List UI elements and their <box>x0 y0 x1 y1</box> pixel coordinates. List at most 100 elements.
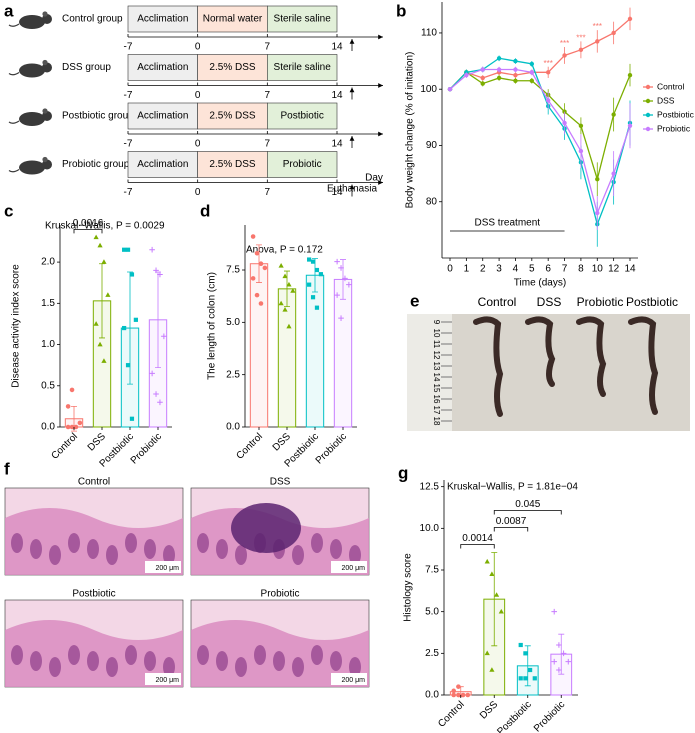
y-tick-label: 0.0 <box>425 690 439 701</box>
column-label: Control <box>478 295 517 309</box>
data-point <box>342 275 348 282</box>
y-axis-label: Histology score <box>403 553 414 622</box>
data-point <box>125 363 131 368</box>
data-point <box>484 558 490 564</box>
data-point <box>489 667 495 672</box>
data-point <box>254 250 260 256</box>
phase-box <box>197 5 268 33</box>
lymphoid <box>231 503 301 553</box>
chart-title: Anova, P = 0.172 <box>246 245 323 256</box>
panel-letter: b <box>396 1 406 20</box>
data-point <box>529 70 535 75</box>
phase-label: Sterile saline <box>274 62 332 73</box>
data-point <box>529 61 535 67</box>
scale-bg <box>145 561 181 573</box>
data-point <box>314 305 320 310</box>
ruler-number: 18 <box>432 417 441 426</box>
data-point <box>523 676 528 681</box>
day-label: 14 <box>331 42 343 53</box>
crypt <box>30 539 42 559</box>
data-point <box>65 424 71 430</box>
mouse-body <box>19 112 45 126</box>
phase-box <box>267 5 338 33</box>
x-tick-label: 12 <box>608 264 620 275</box>
data-point <box>122 247 127 252</box>
phase-label: Acclimation <box>137 14 188 25</box>
data-point <box>129 416 135 421</box>
panel-letter: f <box>4 459 10 478</box>
phase-label: Probiotic <box>283 159 322 170</box>
data-point <box>460 692 466 698</box>
crypt <box>349 657 361 677</box>
x-axis-label: Time (days) <box>514 278 566 289</box>
data-point <box>262 265 268 271</box>
data-point <box>101 259 107 264</box>
colon-specimen <box>473 316 504 417</box>
data-point <box>282 273 288 279</box>
y-tick-label: 110 <box>421 28 437 39</box>
data-point <box>69 387 75 393</box>
crypt <box>349 545 361 565</box>
data-point <box>307 257 312 262</box>
crypt <box>311 645 323 665</box>
phase-box <box>197 151 268 178</box>
comparison-bracket <box>493 510 562 515</box>
significance: *** <box>593 22 602 31</box>
scale-bg <box>145 673 181 685</box>
bar <box>333 278 353 428</box>
day-label: 7 <box>265 90 271 101</box>
day-label: 7 <box>265 42 271 53</box>
x-tick-label: Probiotic <box>129 431 164 466</box>
x-tick-label: 8 <box>578 264 584 275</box>
day-label: 0 <box>195 187 201 198</box>
data-point <box>578 148 584 154</box>
data-point <box>532 676 537 681</box>
data-point <box>565 658 572 665</box>
error-bar <box>491 552 498 647</box>
data-point <box>627 16 633 22</box>
mouse-tail <box>8 23 20 27</box>
colon-specimen <box>576 316 607 397</box>
data-point <box>133 317 138 322</box>
panel-letter: e <box>410 291 419 310</box>
data-point <box>129 272 135 277</box>
crypt <box>49 545 61 565</box>
x-tick-label: 4 <box>513 264 519 275</box>
data-point <box>480 81 485 86</box>
phase-box <box>267 54 338 81</box>
phase-label: Acclimation <box>137 159 188 170</box>
y-axis-label: The length of colon (cm) <box>207 272 218 380</box>
y-tick-label: 2.0 <box>41 257 55 268</box>
data-point <box>73 424 79 430</box>
data-point <box>282 306 288 312</box>
y-axis-label: Disease activity index score <box>11 264 22 388</box>
data-point <box>318 272 323 277</box>
data-point <box>157 271 163 278</box>
crypt <box>11 533 23 553</box>
day-label: 0 <box>195 139 201 150</box>
day-label: 7 <box>265 139 271 150</box>
data-point <box>465 692 471 698</box>
x-tick-label: DSS <box>478 699 501 722</box>
data-point <box>250 276 256 281</box>
y-tick-label: 1.0 <box>41 339 55 350</box>
data-point <box>338 265 344 271</box>
group-name: DSS group <box>62 62 111 73</box>
legend-label: Control <box>657 81 685 91</box>
legend-label: DSS <box>657 95 675 105</box>
scale-label: 200 μm <box>156 565 180 572</box>
group-name: Probiotic group <box>62 159 130 170</box>
data-point <box>334 292 340 298</box>
crypt <box>330 539 342 559</box>
crypt <box>235 545 247 565</box>
panel-letter: d <box>200 201 210 220</box>
crypt <box>144 651 156 671</box>
colon-specimen <box>525 316 556 387</box>
y-tick-label: 12.5 <box>420 481 440 492</box>
ruler-number: 16 <box>432 395 441 404</box>
comparison-p: 0.0087 <box>496 516 527 527</box>
data-point <box>65 404 71 409</box>
error-bar <box>312 258 318 293</box>
y-tick-label: 7.5 <box>425 565 439 576</box>
